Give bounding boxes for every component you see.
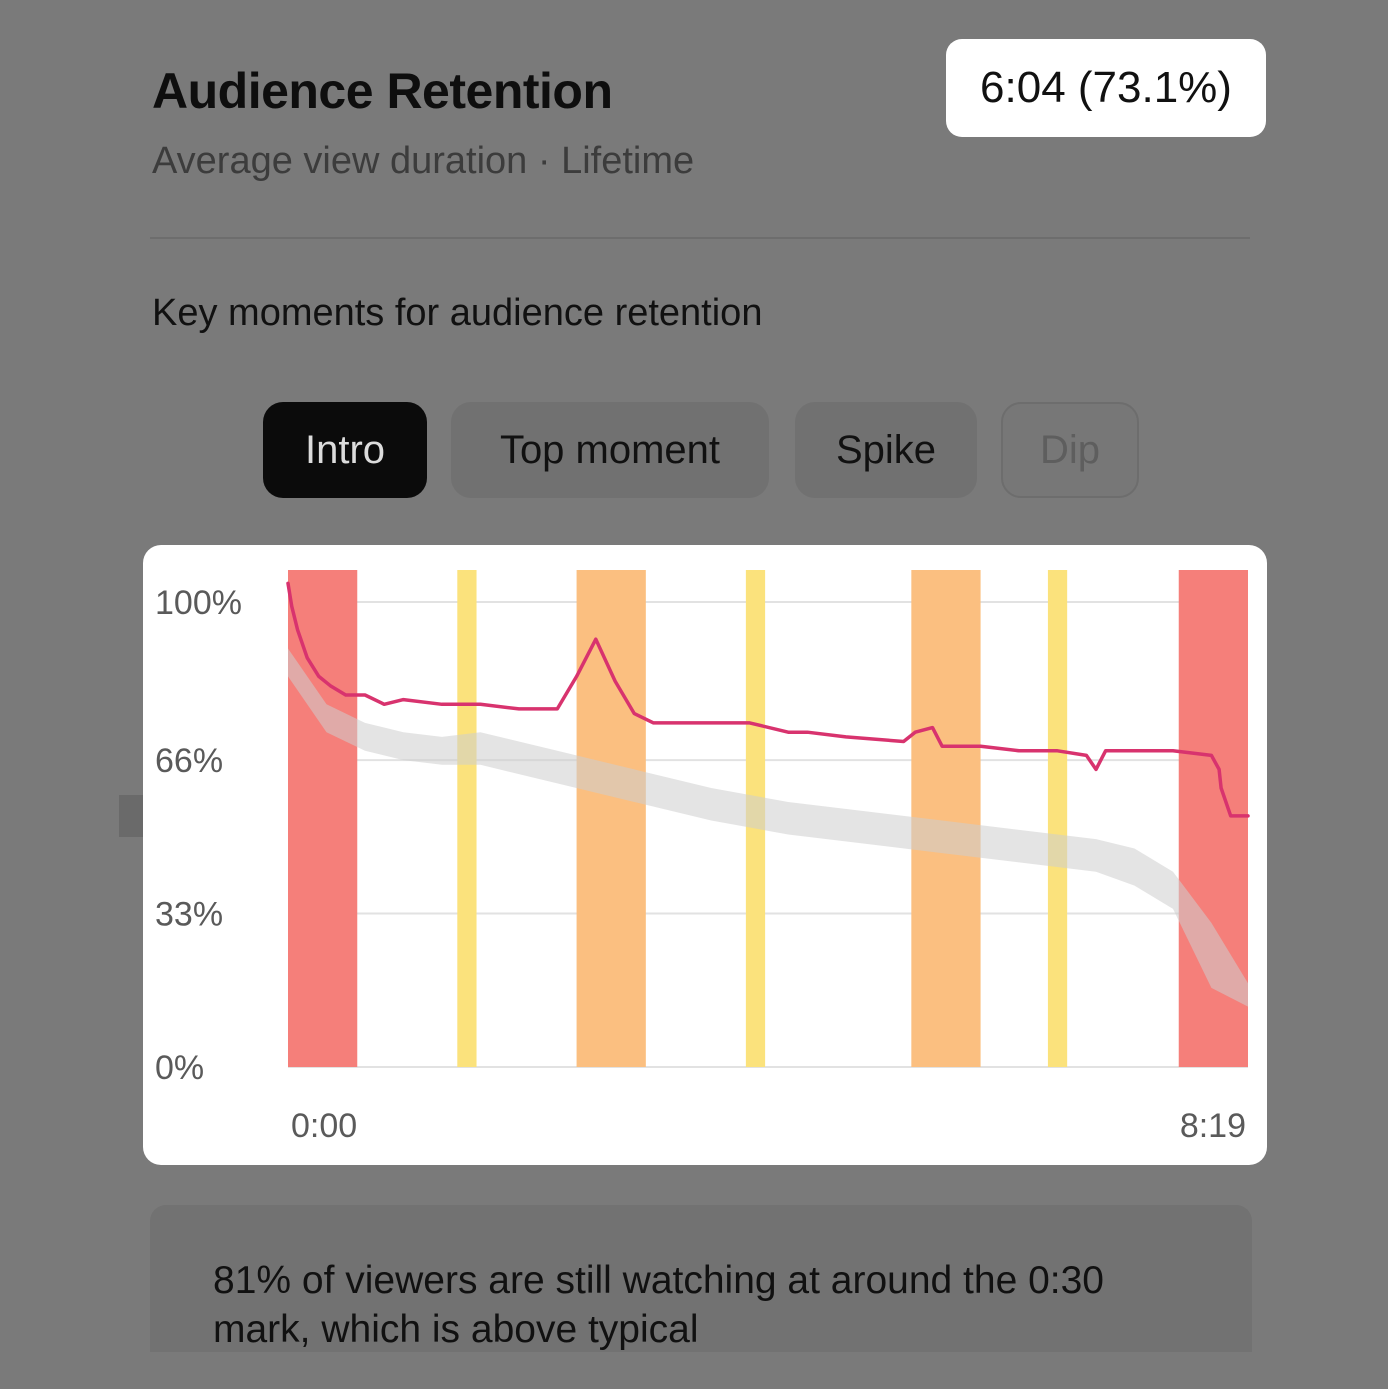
typical-retention-band (288, 648, 1248, 1007)
page-subtitle: Average view duration · Lifetime (152, 140, 695, 182)
insight-text: 81% of viewers are still watching at aro… (213, 1259, 1105, 1351)
x-tick-label-0: 0:00 (291, 1107, 357, 1145)
x-tick-label-1: 8:19 (1180, 1107, 1246, 1145)
y-tick-label-0: 0% (155, 1049, 204, 1087)
edge-marker (119, 795, 143, 837)
tab-spike[interactable]: Spike (795, 402, 977, 498)
tab-top-moment[interactable]: Top moment (451, 402, 769, 498)
spike-marker-5 (1047, 570, 1068, 1067)
y-tick-label-33: 33% (155, 896, 223, 934)
intro-marker-0 (288, 570, 358, 1067)
divider (150, 237, 1250, 239)
retention-chart: 100% 66% 33% 0% 0:00 8:19 (155, 570, 1250, 1145)
spike-marker-1 (457, 570, 477, 1067)
retention-line (286, 581, 1250, 818)
y-tick-label-100: 100% (155, 584, 242, 622)
tab-dip: Dip (1001, 402, 1139, 498)
y-tick-label-66: 66% (155, 742, 223, 780)
tab-intro[interactable]: Intro (263, 402, 427, 498)
key-moments-heading: Key moments for audience retention (152, 292, 763, 334)
insight-panel: 81% of viewers are still watching at aro… (150, 1205, 1252, 1352)
retention-chart-card: 100% 66% 33% 0% 0:00 8:19 (143, 545, 1267, 1165)
top-moment-marker-2 (576, 570, 646, 1067)
average-view-duration-badge: 6:04 (73.1%) (946, 39, 1266, 137)
page-title: Audience Retention (152, 63, 613, 119)
